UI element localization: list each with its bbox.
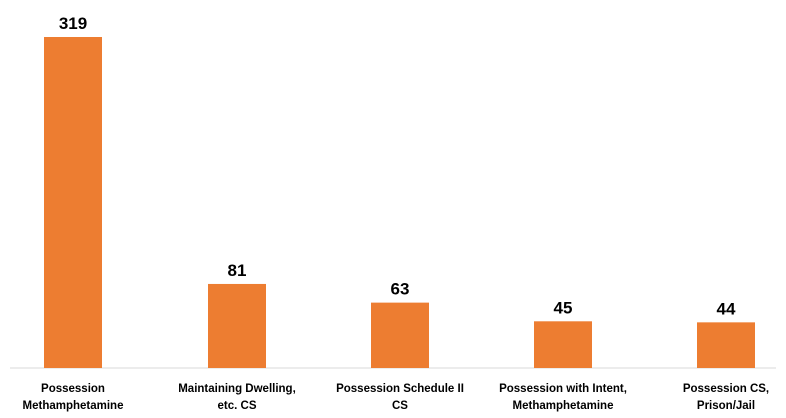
category-label-5: Possession CS, Prison/Jail (683, 383, 769, 412)
category-label-2: Maintaining Dwelling, etc. CS (178, 383, 296, 412)
value-label-2: 81 (228, 261, 247, 280)
bar-5 (697, 322, 755, 368)
bar-3 (371, 302, 429, 368)
value-labels-group: 319 81 63 45 44 (59, 14, 736, 318)
value-label-4: 45 (554, 298, 573, 317)
category-label-1: Possession Methamphetamine (23, 383, 124, 412)
value-label-1: 319 (59, 14, 87, 33)
bars-group (44, 37, 755, 368)
bar-1 (44, 37, 102, 368)
category-label-4: Possession with Intent, Methamphetamine (499, 383, 627, 412)
value-label-5: 44 (717, 299, 736, 318)
bar-2 (208, 283, 266, 368)
value-label-3: 63 (391, 280, 410, 299)
category-label-3: Possession Schedule II CS (336, 383, 464, 412)
category-labels-group: Possession Methamphetamine Maintaining Dwe… (23, 383, 770, 412)
bar-4 (534, 321, 592, 368)
